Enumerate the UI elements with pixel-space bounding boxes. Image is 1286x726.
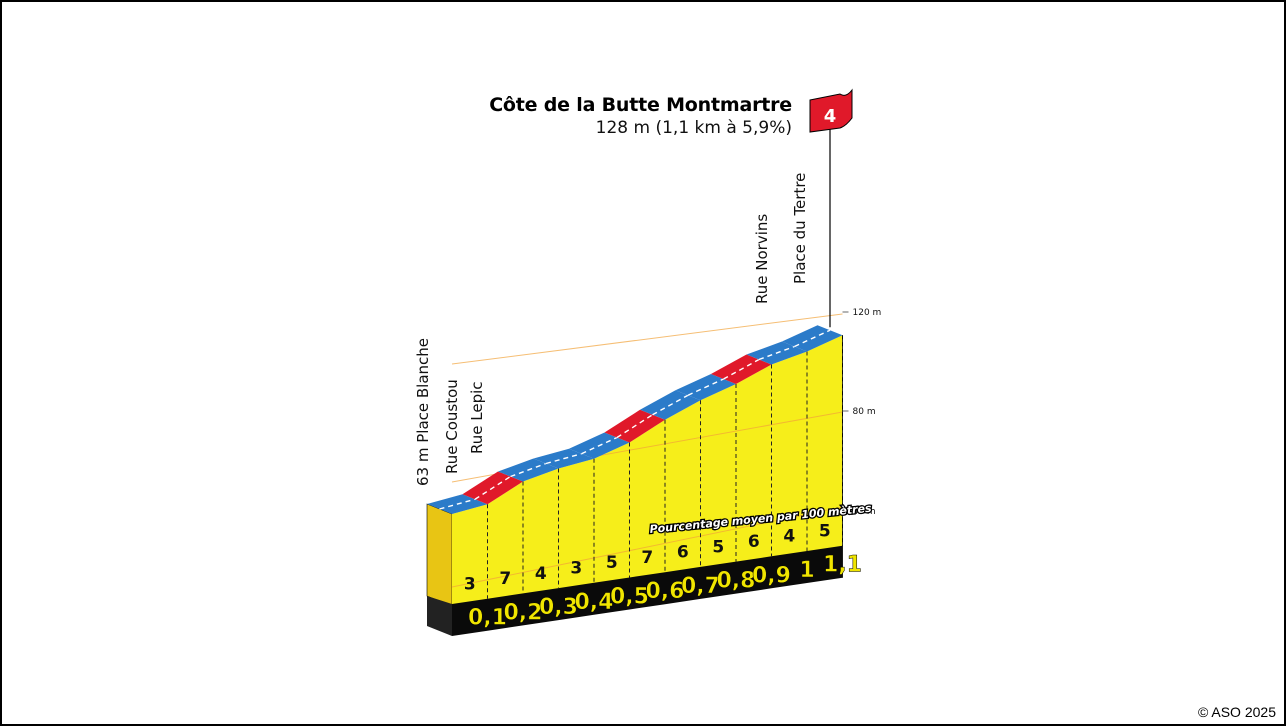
segment-gradient-label: 7 [641,548,653,568]
road-centerline [652,394,689,416]
summit-marker: 4 [809,88,853,328]
segment-gradient-label: 3 [464,574,476,594]
climb-title: Côte de la Butte Montmartre [489,94,792,116]
road-centerline [794,329,831,348]
road-centerline [474,475,511,500]
distance-band-side [427,596,452,636]
altitude-tick-label: 40 m [853,507,876,517]
altitude-tick-label: 80 m [853,407,876,417]
road-centerline [758,345,795,361]
segment-gradient-label: 3 [570,558,582,578]
altitude-tick-label: 120 m [853,308,882,318]
segment-gradient-label: 5 [819,521,831,541]
road-centerline [723,358,760,380]
distance-label: 1 [799,558,814,583]
segment-gradient-label: 5 [606,553,618,573]
distance-label: 0,2 [504,600,543,625]
category-flag [809,88,853,133]
altitude-gridline [451,313,843,365]
distance-label: 0,5 [610,585,649,610]
road-centerline [581,436,618,455]
road-centerline [687,378,724,396]
distance-label: 0,6 [646,579,685,604]
street-label: Rue Coustou [443,379,461,474]
segment-gradient-label: 5 [712,537,724,557]
street-label: Place du Tertre [791,173,809,284]
segment-gradient-label: 4 [783,527,795,547]
category-number: 4 [824,106,837,127]
start-label: 63 m Place Blanche [414,338,432,486]
profile-body [426,335,843,636]
street-label: Rue Lepic [468,381,486,454]
distance-label: 0,3 [539,595,578,620]
road-centerline [439,498,476,510]
climb-summary: 128 m (1,1 km à 5,9%) [595,118,792,138]
segment-gradient-label: 7 [499,569,511,589]
segment-gradient-label: 6 [677,543,689,563]
profile-side-face [426,503,453,607]
segment-gradient-label: 4 [535,564,547,584]
road-ribbon [427,325,843,514]
distance-label: 0,8 [717,569,756,594]
distance-band [452,545,843,636]
road-centerline [545,453,582,465]
distance-label: 0,9 [752,563,791,588]
road-centerline [510,462,547,478]
copyright-notice: © ASO 2025 [1197,704,1276,720]
altitude-gridline [451,506,843,588]
road-centerline [616,414,653,439]
distance-label: 0,4 [575,590,614,615]
profile-front-face [452,335,843,606]
segment-dividers [487,335,843,599]
street-label: Rue Norvins [753,214,771,304]
distance-label: 0,1 [468,606,507,631]
distance-label: 1,1 [823,553,862,578]
segment-gradient-label: 6 [748,532,760,552]
distance-label: 0,7 [681,574,720,599]
